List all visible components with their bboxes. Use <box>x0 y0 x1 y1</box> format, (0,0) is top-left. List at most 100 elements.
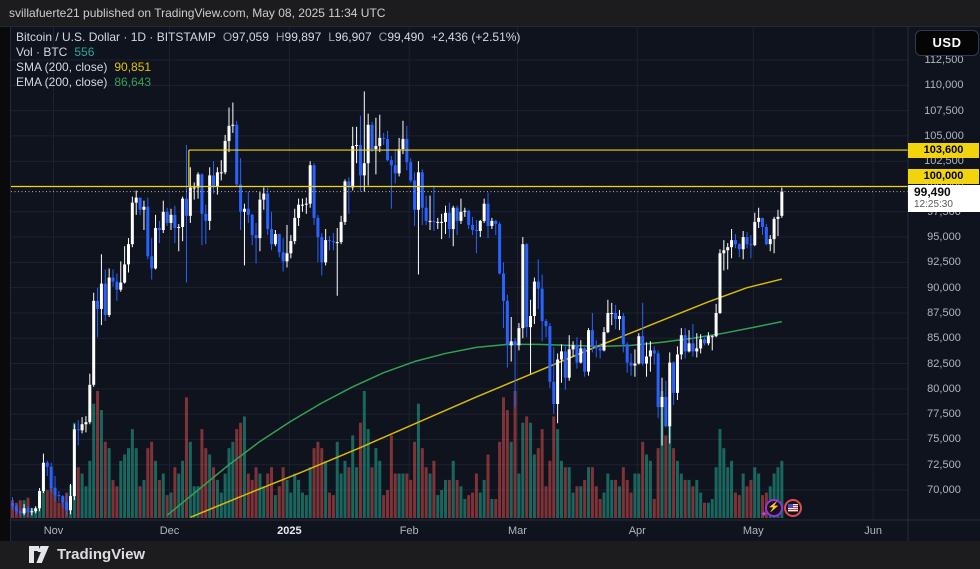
volume-bar <box>652 498 656 518</box>
candle-body <box>273 234 277 245</box>
candle-body <box>18 511 22 514</box>
volume-bar <box>540 429 544 518</box>
candle-body <box>772 218 776 240</box>
candle-body <box>467 210 471 225</box>
volume-bar <box>559 460 563 518</box>
candle-body <box>138 197 142 210</box>
candle-body <box>355 145 359 147</box>
candle-body <box>660 396 664 408</box>
candle-body <box>250 214 254 236</box>
tradingview-logo[interactable]: TradingView <box>28 545 145 564</box>
volume-bar <box>687 479 691 518</box>
highlighted-price-label: 103,600 <box>908 142 979 158</box>
volume-bar <box>641 441 645 518</box>
volume-bar <box>165 495 169 518</box>
volume-bar <box>41 479 45 518</box>
volume-bar <box>525 416 529 518</box>
volume-bar <box>169 492 173 518</box>
candle-body <box>293 217 297 242</box>
volume-bar <box>544 486 548 518</box>
time-axis-label: Dec <box>159 525 180 537</box>
candle-body <box>173 214 177 228</box>
currency-usd-button[interactable]: USD <box>915 30 979 56</box>
candle-body <box>416 172 420 210</box>
volume-bar <box>324 460 328 518</box>
volume-bar <box>552 416 556 518</box>
candle-body <box>571 345 575 350</box>
volume-bar <box>96 391 100 518</box>
symbol-title: Bitcoin / U.S. Dollar · 1D · BITSTAMP <box>16 30 216 44</box>
volume-bar <box>154 460 158 518</box>
candle-body <box>92 300 96 385</box>
candle-body <box>594 346 598 349</box>
volume-bar <box>386 490 390 518</box>
volume-bar <box>80 473 84 518</box>
candle-body <box>393 165 397 174</box>
change-value: +2,436 (+2.51%) <box>431 30 521 44</box>
volume-bar <box>227 448 231 518</box>
volume-bar <box>451 460 455 518</box>
candle-body <box>358 145 362 176</box>
candle-body <box>532 281 536 316</box>
volume-bar <box>733 492 737 518</box>
volume-bar <box>200 429 204 518</box>
candle-body <box>780 191 784 216</box>
candle-body <box>521 244 525 329</box>
volume-bar <box>757 473 761 518</box>
volume-bar <box>672 448 676 518</box>
volume-bar <box>494 498 498 518</box>
candle-body <box>617 315 621 320</box>
volume-bar <box>706 502 710 518</box>
volume-value: 556 <box>74 45 95 59</box>
candle-body <box>204 213 208 221</box>
time-axis-label: Apr <box>628 525 646 537</box>
volume-bar <box>590 467 594 518</box>
candle-body <box>181 198 185 227</box>
highlighted-price-label: 100,000 <box>908 169 979 184</box>
legend-ema-row: EMA (200, close) 86,643 <box>16 75 520 90</box>
volume-bar <box>598 498 602 518</box>
crypto-event-icon[interactable]: ⚡ ✦ <box>760 499 784 519</box>
time-axis-label: Feb <box>399 525 419 537</box>
volume-bar <box>710 498 714 518</box>
price-chart-canvas[interactable] <box>0 27 980 541</box>
volume-bar <box>579 486 583 518</box>
time-axis[interactable]: Nov Dec 2025 Feb Mar Apr May Jun <box>0 520 980 541</box>
volume-bar <box>320 448 324 518</box>
candle-body <box>45 462 49 467</box>
candle-body <box>142 206 146 210</box>
volume-bar <box>281 467 285 518</box>
candle-body <box>517 328 521 346</box>
candle-body <box>645 356 649 364</box>
candle-body <box>432 220 436 222</box>
candle-body <box>498 223 502 274</box>
chart-legend: Bitcoin / U.S. Dollar · 1D · BITSTAMP O9… <box>16 30 520 90</box>
us-economic-event-icon[interactable] <box>784 499 803 517</box>
price-axis[interactable]: 112,500 110,000 107,500 105,000 102,500100,0… <box>908 27 980 520</box>
chart-panel[interactable]: Bitcoin / U.S. Dollar · 1D · BITSTAMP O9… <box>0 26 980 541</box>
candle-body <box>579 348 583 363</box>
volume-bar <box>614 479 618 518</box>
price-tick-label: 90,000 <box>927 281 961 294</box>
volume-bar <box>347 467 351 518</box>
candle-body <box>239 184 243 212</box>
volume-bar <box>53 487 57 518</box>
volume-bar <box>691 486 695 518</box>
volume-bar <box>343 460 347 518</box>
volume-bar <box>548 460 552 518</box>
volume-bar <box>745 486 749 518</box>
volume-bar <box>428 473 432 518</box>
volume-bar <box>737 495 741 518</box>
volume-bar <box>293 473 297 518</box>
volume-bar <box>726 467 730 518</box>
volume-bar <box>718 429 722 518</box>
volume-bar <box>389 435 393 518</box>
volume-bar <box>440 490 444 518</box>
volume-bar <box>328 492 332 518</box>
candle-body <box>126 244 130 265</box>
candle-body <box>583 348 587 372</box>
volume-bar <box>358 422 362 518</box>
candle-body <box>285 253 289 262</box>
candle-body <box>691 343 695 352</box>
candle-body <box>664 396 668 427</box>
